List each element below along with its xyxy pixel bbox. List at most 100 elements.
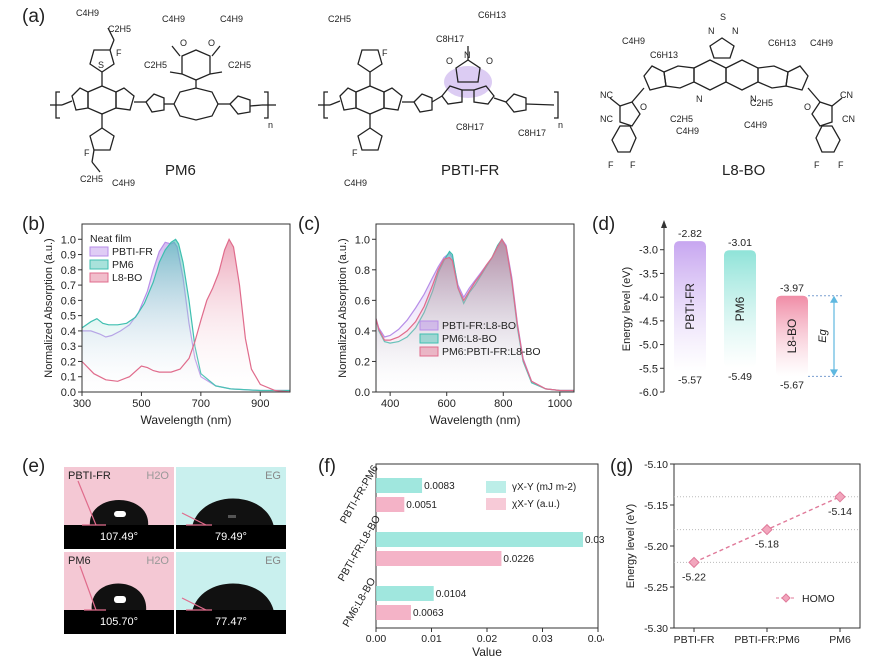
x-tick-label: 0.02 — [477, 633, 498, 645]
y-tick-label: -3.0 — [639, 245, 658, 257]
l8-bo-name: L8-BO — [722, 162, 766, 179]
y-tick-label: -5.5 — [639, 363, 658, 375]
legend-swatch — [486, 481, 506, 493]
x-tick-label: 900 — [251, 398, 269, 410]
pm6-c2h5: C2H5 — [108, 24, 131, 34]
category-label: PM6:L8-BO — [340, 576, 378, 630]
y-tick-label: 0.1 — [61, 372, 76, 384]
legend-label: χX-Y (a.u.) — [512, 499, 560, 510]
plot-frame — [375, 223, 575, 393]
y-tick-label: 0.4 — [355, 326, 370, 338]
pbti-n: N — [464, 50, 471, 60]
l8-nc: NC — [600, 90, 613, 100]
x-tick-label: 800 — [494, 398, 512, 410]
x-tick-label: 500 — [132, 398, 150, 410]
series-line-PM6:PBTI-FR:L8-BO — [375, 238, 574, 392]
l8-c4h9: C4H9 — [622, 36, 645, 46]
pm6-structure: C4H9 C2H5 F S F C2H5 C4H9 O O C4H9 C4H9 … — [50, 8, 276, 188]
homo-line-chart: -5.10 -5.15 -5.20 -5.25 -5.30 Energy level (e… — [625, 459, 861, 646]
l8-n-2: N — [732, 26, 739, 36]
bar-value-label: 0.0373 — [585, 535, 604, 546]
y-tick-label: 0.7 — [61, 280, 76, 292]
pm6-s: S — [98, 60, 104, 70]
bar-PBTI-FR:PM6-1 — [376, 497, 405, 512]
y-tick-label: -4.0 — [639, 292, 658, 304]
l8-n-3: N — [696, 94, 703, 104]
pbti-fr-structure: C2H5 F F C4H9 C6H13 C8H17 N O O C8H17 C8… — [318, 10, 563, 188]
pbti-c4h9: C4H9 — [344, 178, 367, 188]
pbti-c2h5: C2H5 — [328, 14, 351, 24]
legend-swatch-L8-BO — [89, 272, 109, 283]
l8-s: S — [720, 12, 726, 22]
y-axis-label: Normalized Absorption (a.u.) — [337, 238, 349, 377]
x-tick-label: 0.04 — [588, 633, 604, 645]
pbti-fr-name: PBTI-FR — [441, 162, 500, 179]
x-tick-label: 0.01 — [421, 633, 442, 645]
plot-frame — [81, 223, 291, 393]
y-tick-label: 0.0 — [61, 387, 76, 399]
l8-c6h13: C6H13 — [650, 50, 678, 60]
y-tick-label: -5.0 — [639, 340, 658, 352]
l8-c4h9-4: C4H9 — [744, 120, 767, 130]
pm6-o-2: O — [208, 38, 215, 48]
y-tick-label: -3.5 — [639, 268, 658, 280]
pm6-f-top: F — [116, 48, 122, 58]
y-tick-label: 0.8 — [355, 265, 370, 277]
bar-label-PBTI-FR: PBTI-FR — [683, 283, 697, 330]
legend-label-PM6: PM6 — [112, 259, 134, 271]
bar-value-label: 0.0104 — [436, 589, 467, 600]
series-area-PM6 — [82, 239, 290, 392]
eg-arrow-head-up — [830, 295, 838, 303]
bar-value-label: 0.0063 — [413, 608, 444, 619]
homo-label: -5.67 — [780, 379, 804, 391]
y-tick-label: -5.10 — [644, 459, 668, 471]
lumo-label: -3.97 — [780, 283, 804, 295]
photo-liquid: H2O — [146, 555, 169, 567]
y-tick-label: -6.0 — [639, 387, 658, 399]
homo-label: -5.57 — [678, 375, 702, 387]
legend-label-PM6:PBTI-FR:L8-BO: PM6:PBTI-FR:L8-BO — [442, 346, 541, 358]
l8-f-3: F — [814, 160, 820, 170]
pbti-f-2: F — [352, 148, 358, 158]
legend-label-PM6:L8-BO: PM6:L8-BO — [442, 333, 497, 345]
l8-bo-structure: S N N C4H9 C6H13 C6H13 C4H9 N N C2H5 C2H… — [600, 12, 855, 170]
panel-label-d: (d) — [592, 214, 616, 235]
y-tick-label: -5.30 — [644, 623, 668, 635]
bar-PM6:L8-BO-1 — [376, 605, 411, 620]
y-tick-label: 0.2 — [61, 356, 76, 368]
l8-cn-2: CN — [842, 114, 855, 124]
pm6-c4h9-3: C4H9 — [220, 14, 243, 24]
l8-f: F — [608, 160, 614, 170]
panel-label-g: (g) — [610, 456, 634, 477]
x-axis-label: Value — [472, 645, 502, 656]
pbti-o: O — [446, 56, 453, 66]
x-tick-label: 0.00 — [366, 633, 387, 645]
contact-angle-pm6-water: PM6 H2O 105.70° — [64, 552, 174, 634]
series-area-PM6:PBTI-FR:L8-BO — [376, 239, 574, 392]
l8-cn: CN — [840, 90, 853, 100]
y-tick-label: 0.6 — [355, 295, 370, 307]
energy-bar-PM6 — [724, 250, 756, 368]
y-tick-label: -5.20 — [644, 541, 668, 553]
x-axis-label: Wavelength (nm) — [430, 413, 521, 427]
contact-angle-value: 105.70° — [99, 616, 139, 628]
x-tick-label: 600 — [438, 398, 456, 410]
l8-nc-2: NC — [600, 114, 613, 124]
lumo-label: -2.82 — [678, 228, 702, 240]
droplet — [64, 480, 174, 549]
legend-swatch-PBTI-FR:L8-BO — [419, 320, 439, 331]
pbti-c8h17: C8H17 — [436, 34, 464, 44]
pbti-f: F — [382, 48, 388, 58]
legend-label-L8-BO: L8-BO — [112, 272, 142, 284]
x-tick-label: PM6 — [829, 634, 851, 646]
data-label: -5.18 — [755, 539, 779, 551]
absorption-chart-neat: 300 500 700 900 0.0 0.1 0.2 0.3 0.4 0.5 0.6 0.7 0.8 0… — [43, 223, 291, 427]
legend-swatch — [486, 498, 506, 510]
absorption-chart-blend: 400 600 800 1000 0.0 0.2 0.4 0.6 0.8 1.0 Wavelengt… — [337, 223, 575, 427]
x-tick-label: PBTI-FR:PM6 — [734, 634, 799, 646]
y-axis-arrow — [661, 220, 667, 228]
bar-value-label: 0.0226 — [503, 554, 534, 565]
x-axis-label: Wavelength (nm) — [141, 413, 232, 427]
panel-label-e: (e) — [22, 456, 46, 477]
droplet — [176, 498, 286, 549]
